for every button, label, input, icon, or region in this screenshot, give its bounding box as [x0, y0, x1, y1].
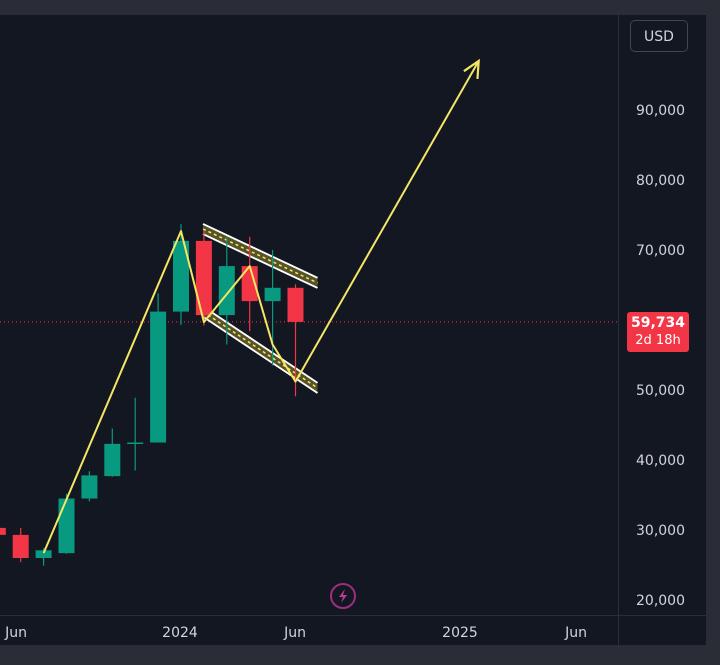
- candle-body: [58, 498, 75, 554]
- time-tick-label: Jun: [4, 625, 27, 641]
- projection-path: [42, 58, 480, 554]
- plot-area[interactable]: [0, 15, 618, 615]
- price-tick-label: 90,000: [636, 103, 685, 119]
- candle-body: [127, 442, 144, 444]
- price-tick-label: 70,000: [636, 243, 685, 259]
- candle-body: [35, 550, 52, 558]
- candle-body: [195, 240, 212, 316]
- lightning-icon[interactable]: [330, 583, 356, 609]
- price-tick-label: 40,000: [636, 453, 685, 469]
- candle-body: [81, 475, 98, 499]
- candle-body: [264, 287, 281, 302]
- candles: [0, 224, 304, 566]
- time-tick-label: Jun: [283, 625, 306, 641]
- candle-body: [218, 266, 235, 316]
- time-tick-label: 2024: [162, 625, 198, 641]
- time-tick-label: 2025: [442, 625, 478, 641]
- candle-body: [173, 240, 189, 312]
- channel-upper-top-line: [202, 223, 318, 279]
- price-tick-label: 50,000: [636, 383, 685, 399]
- price-tick-label: 20,000: [636, 593, 685, 609]
- currency-button[interactable]: USD: [630, 20, 688, 52]
- candle-body: [12, 534, 29, 558]
- candle-body: [104, 443, 121, 477]
- last-price-value: 59,734: [630, 315, 686, 331]
- channel-upper-band: [203, 225, 318, 287]
- last-price-label: 59,734 2d 18h: [627, 312, 689, 352]
- price-tick-label: 80,000: [636, 173, 685, 189]
- time-tick-label: Jun: [564, 625, 587, 641]
- time-axis[interactable]: Jun 2024 Jun 2025 Jun: [4, 625, 587, 641]
- candle-body: [150, 311, 167, 443]
- channel-lower-bottom-line: [202, 315, 319, 394]
- channel-upper-bottom-line: [202, 233, 318, 289]
- candle-body: [287, 287, 304, 322]
- projection-line: [42, 60, 480, 554]
- price-tick-label: 30,000: [636, 523, 685, 539]
- candle-body: [241, 266, 258, 302]
- candle-body: [0, 527, 6, 535]
- bar-countdown: 2d 18h: [635, 333, 681, 348]
- projection-arrowhead: [463, 58, 480, 80]
- price-axis[interactable]: 20,000 30,000 40,000 50,000 70,000 80,000 90,0…: [636, 103, 685, 609]
- channel-lower-top-line: [202, 305, 319, 384]
